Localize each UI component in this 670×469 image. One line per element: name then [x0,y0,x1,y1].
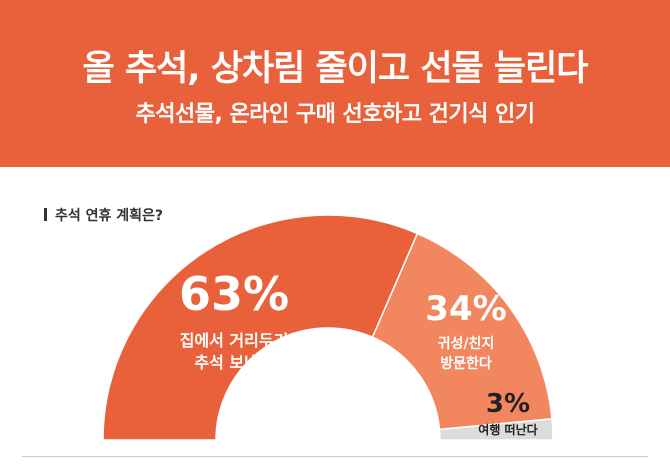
slice-3-percent: 3% [486,389,530,419]
slice-2-percent: 34% [425,289,506,329]
slice-1-percent: 63% [179,267,289,321]
page-title: 올 추석, 상차림 줄이고 선물 늘린다 [82,49,588,89]
pie-slice-1 [102,214,419,441]
slice-1-label-line-1: 집에서 거리두기 [180,331,289,350]
pie-slice-3 [438,418,554,441]
slice-2-label-line-2: 방문한다 [440,355,492,372]
chart-title-text: 추석 연휴 계획은? [55,208,164,224]
bottom-divider [22,456,648,457]
header-banner: 올 추석, 상차림 줄이고 선물 늘린다 추석선물, 온라인 구매 선호하고 건… [0,0,670,167]
pie-slice-2 [371,232,553,431]
slice-2-label-line-1: 귀성/친지 [438,335,495,352]
title-bar-marker [44,208,47,221]
slice-1-label-line-2: 추석 보낸다 [194,353,273,372]
slice-3-label-line-1: 여행 떠난다 [478,422,537,437]
page-subtitle: 추석선물, 온라인 구매 선호하고 건기식 인기 [135,102,535,127]
chart-title: 추석 연휴 계획은? [44,205,163,225]
